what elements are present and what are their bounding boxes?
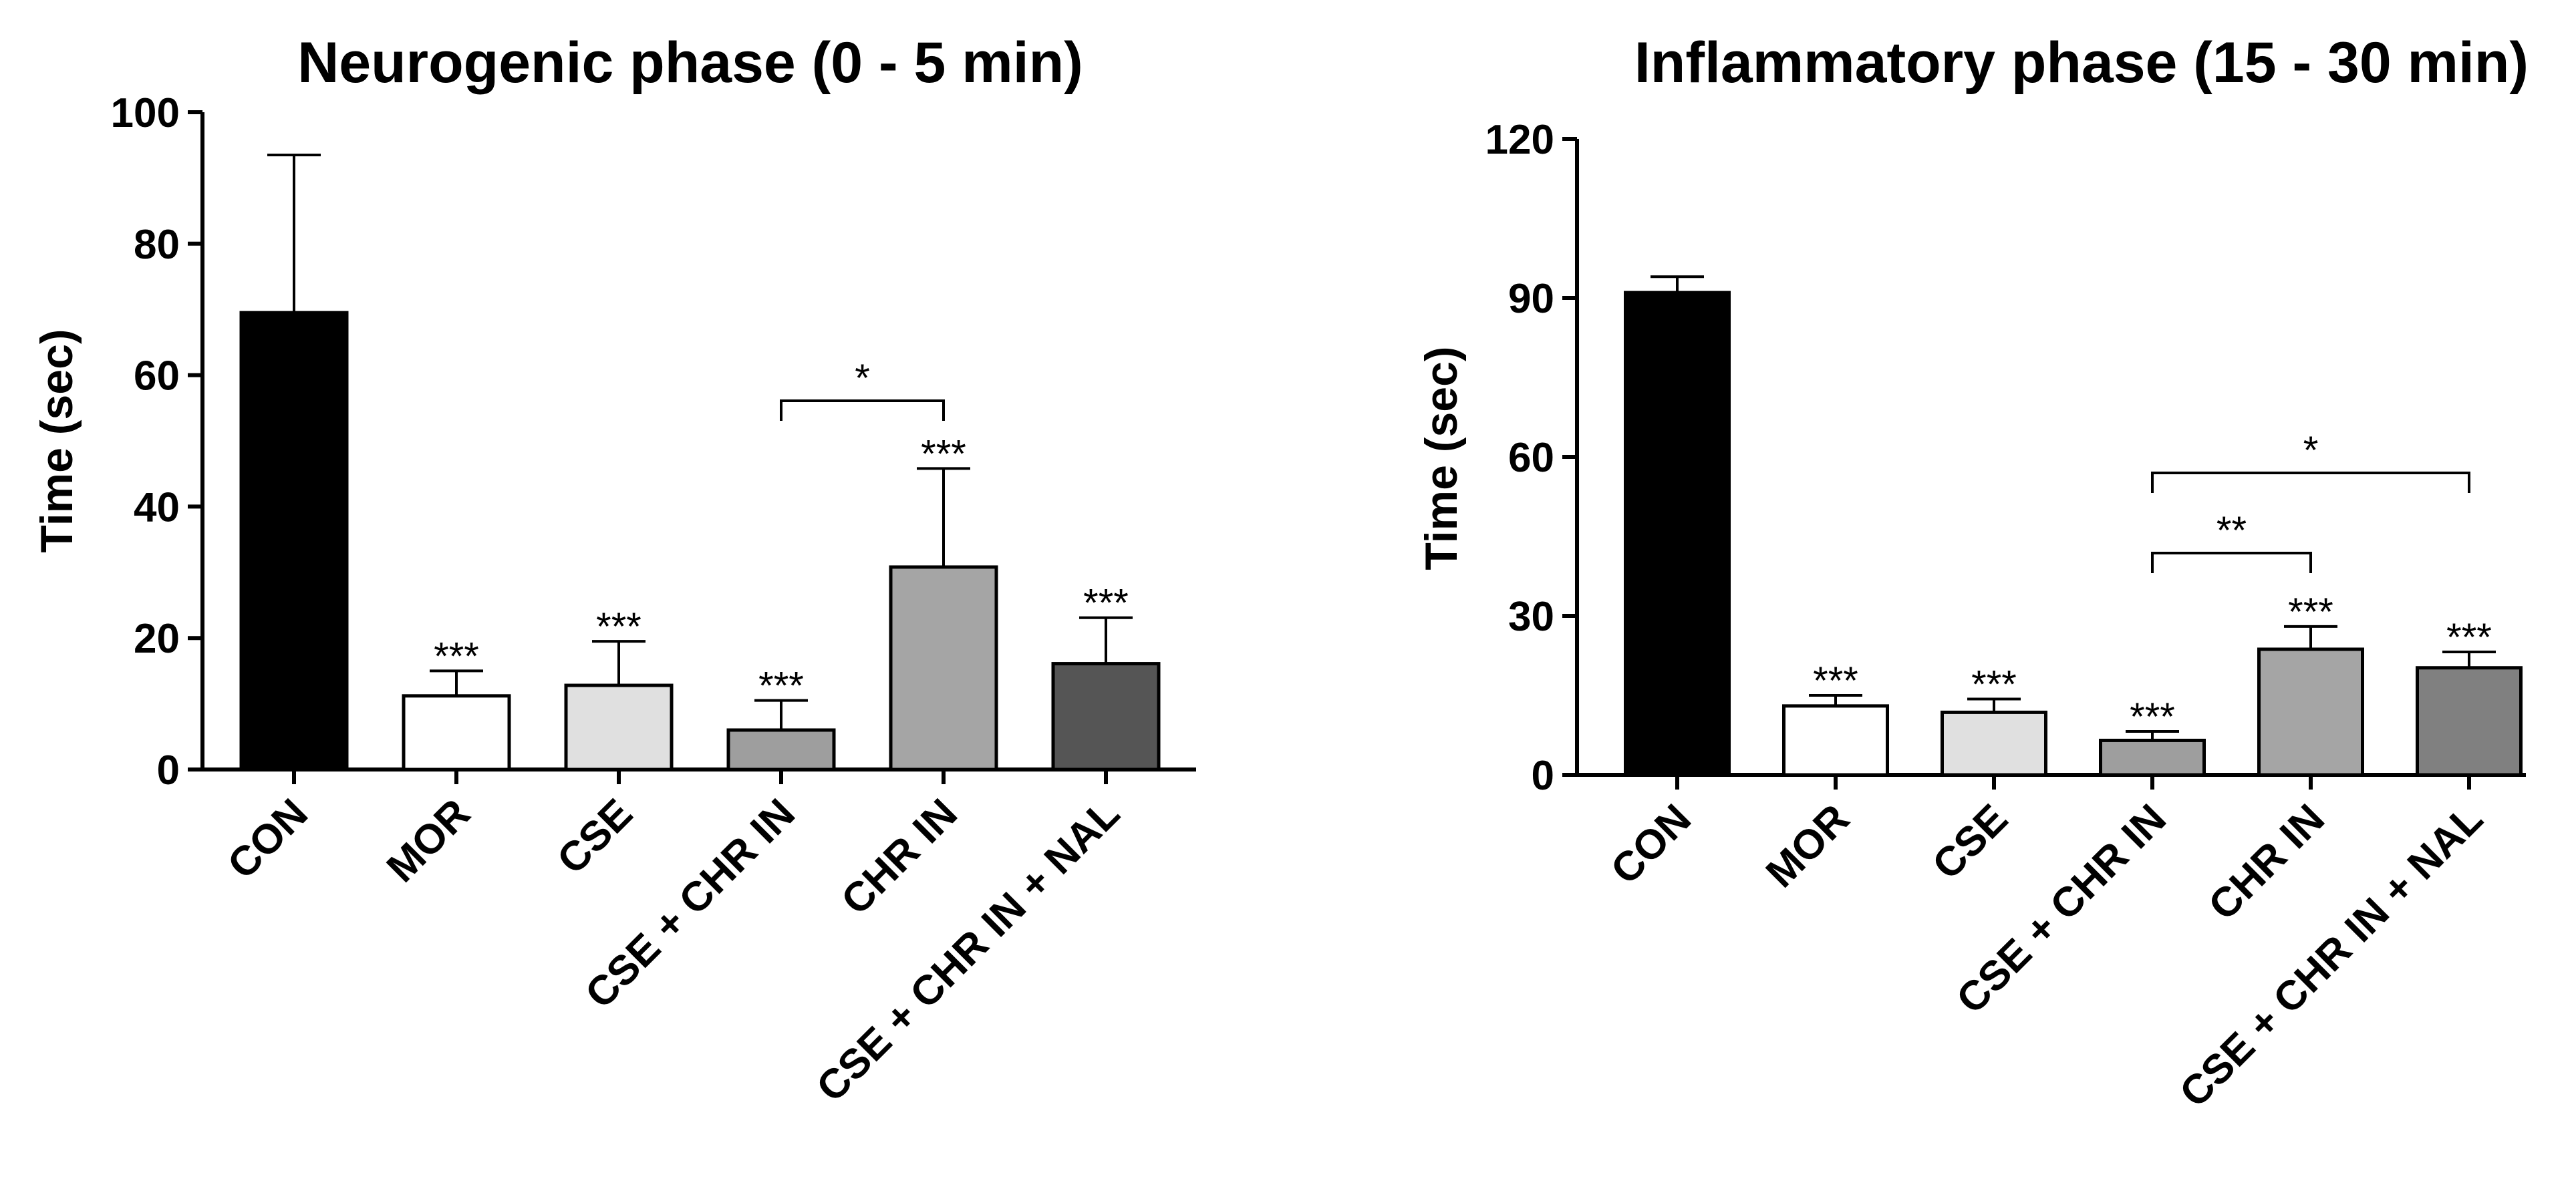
neurogenic-y-tick-label: 80: [134, 222, 180, 268]
neurogenic-category-label: CSE + CHR IN + NAL: [808, 790, 1129, 1111]
neurogenic-bracket-label: *: [855, 357, 870, 400]
inflammatory-comparison-bracket: [2151, 472, 2470, 493]
neurogenic-significance-mark: ***: [921, 432, 966, 476]
inflammatory-bracket-label: *: [2303, 429, 2319, 472]
inflammatory-bar: [2416, 666, 2523, 777]
neurogenic-category-label: MOR: [378, 790, 479, 891]
neurogenic-y-tick-label: 40: [134, 484, 180, 530]
neurogenic-bar: [239, 311, 349, 772]
neurogenic-y-tick-label: 0: [157, 747, 180, 794]
inflammatory-bar: [2257, 647, 2364, 777]
neurogenic-significance-mark: ***: [758, 665, 804, 708]
neurogenic-significance-mark: ***: [434, 635, 479, 678]
neurogenic-significance-mark: ***: [596, 605, 641, 649]
neurogenic-bar: [1051, 662, 1161, 772]
neurogenic-y-axis-label: Time (sec): [31, 329, 82, 552]
neurogenic-chart-title: Neurogenic phase (0 - 5 min): [297, 31, 1083, 95]
inflammatory-category-label: CSE: [1924, 796, 2017, 888]
inflammatory-y-tick-label: 120: [1485, 117, 1554, 163]
neurogenic-y-tick-label: 60: [134, 353, 180, 399]
inflammatory-bar: [1624, 291, 1731, 777]
inflammatory-y-tick-label: 60: [1508, 435, 1554, 481]
neurogenic-category-label: CSE: [549, 790, 641, 883]
neurogenic-category-label: CON: [219, 790, 317, 888]
neurogenic-bar: [726, 728, 836, 772]
inflammatory-y-tick-label: 30: [1508, 594, 1554, 640]
neurogenic-significance-mark: ***: [1083, 582, 1129, 625]
inflammatory-bar: [1782, 704, 1889, 777]
inflammatory-panel: Inflammatory phase (15 - 30 min) Time (s…: [1416, 31, 2529, 1116]
neurogenic-y-tick-label: 20: [134, 616, 180, 662]
neurogenic-category-label: CHR IN: [833, 790, 966, 924]
inflammatory-significance-mark: ***: [2288, 590, 2333, 634]
inflammatory-category-label: CHR IN: [2200, 796, 2333, 929]
neurogenic-bar: [564, 683, 674, 772]
inflammatory-bar: [2099, 738, 2206, 777]
neurogenic-panel: Neurogenic phase (0 - 5 min) Time (sec) …: [31, 31, 1196, 1111]
inflammatory-bar: [1941, 710, 2047, 777]
neurogenic-bar: [889, 565, 998, 772]
inflammatory-chart-title: Inflammatory phase (15 - 30 min): [1634, 31, 2529, 95]
inflammatory-y-tick-label: 0: [1532, 753, 1554, 799]
inflammatory-category-label: CON: [1602, 796, 1700, 893]
inflammatory-comparison-bracket: [2151, 552, 2312, 573]
inflammatory-significance-mark: ***: [2446, 616, 2492, 659]
inflammatory-category-label: MOR: [1757, 796, 1858, 896]
inflammatory-y-tick-label: 90: [1508, 276, 1554, 322]
neurogenic-bar: [402, 694, 511, 772]
inflammatory-significance-mark: ***: [1813, 659, 1858, 703]
neurogenic-comparison-bracket: [780, 399, 945, 421]
inflammatory-significance-mark: ***: [2130, 695, 2175, 739]
inflammatory-bracket-label: **: [2216, 509, 2247, 552]
neurogenic-y-tick-label: 100: [111, 90, 180, 136]
inflammatory-category-label: CSE + CHR IN + NAL: [2171, 796, 2492, 1116]
inflammatory-y-axis-label: Time (sec): [1416, 346, 1467, 570]
inflammatory-significance-mark: ***: [1971, 663, 2017, 707]
